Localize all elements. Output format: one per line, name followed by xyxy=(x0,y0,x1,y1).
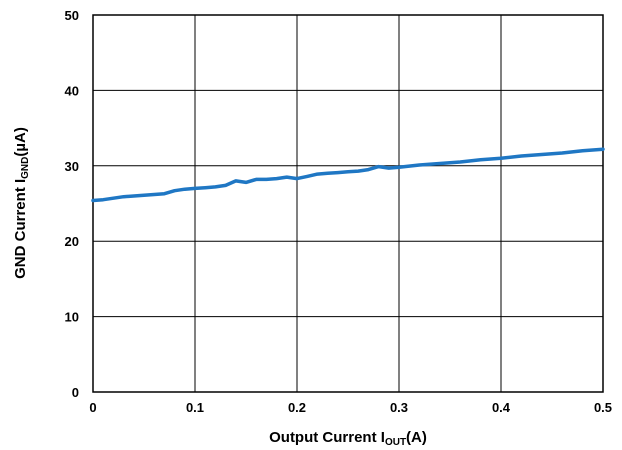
x-tick-label: 0.5 xyxy=(594,400,612,415)
x-tick-label: 0.4 xyxy=(492,400,511,415)
x-tick-label: 0.2 xyxy=(288,400,306,415)
y-tick-label: 10 xyxy=(65,310,79,325)
x-tick-label: 0.1 xyxy=(186,400,204,415)
y-tick-label: 20 xyxy=(65,234,79,249)
y-tick-label: 50 xyxy=(65,8,79,23)
series-line xyxy=(91,147,605,203)
x-tick-label: 0.3 xyxy=(390,400,408,415)
x-axis-tick-labels: 0 0.1 0.2 0.3 0.4 0.5 xyxy=(89,400,612,415)
grid xyxy=(93,15,603,392)
y-axis-title: GND Current IGND(µA) xyxy=(12,127,31,279)
series-layer xyxy=(91,147,605,203)
y-tick-label: 40 xyxy=(65,83,79,98)
x-axis-title: Output Current IOUT(A) xyxy=(269,429,427,448)
plot-area-frame xyxy=(92,14,604,393)
y-tick-label: 0 xyxy=(72,385,79,400)
y-tick-label: 30 xyxy=(65,159,79,174)
x-tick-label: 0 xyxy=(89,400,96,415)
y-axis-tick-labels: 0 10 20 30 40 50 xyxy=(65,8,79,400)
